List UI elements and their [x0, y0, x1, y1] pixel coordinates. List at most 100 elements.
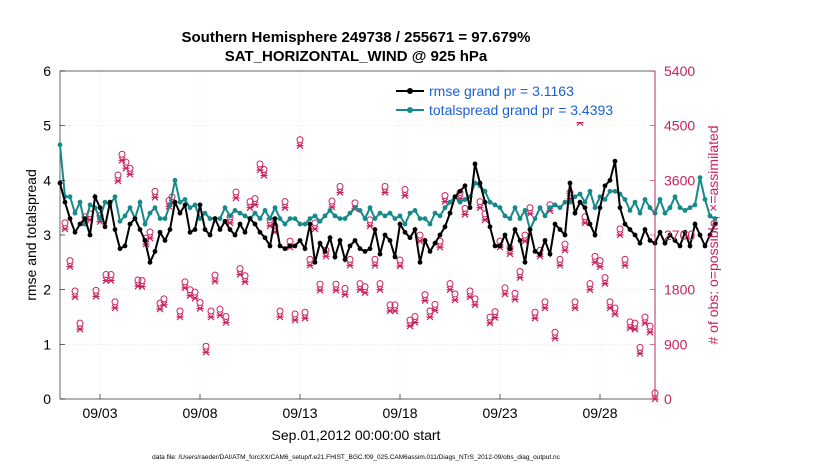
series-point-rmse-26 — [187, 229, 193, 235]
obs-point-70 — [406, 316, 414, 330]
obs-possible-68 — [396, 256, 404, 264]
obs-possible-63 — [371, 255, 379, 263]
series-point-totalspread-62 — [367, 205, 373, 211]
series-point-rmse-79 — [452, 194, 458, 200]
obs-possible-60 — [356, 280, 364, 288]
obs-point-81 — [461, 204, 469, 218]
obs-possible-117 — [641, 313, 649, 321]
series-point-totalspread-85 — [482, 188, 488, 194]
series-point-totalspread-36 — [237, 210, 243, 216]
obs-assimilated-113 — [621, 261, 629, 269]
obs-assimilated-108 — [596, 263, 604, 271]
series-point-rmse-11 — [112, 227, 118, 232]
obs-possible-99 — [551, 328, 559, 336]
series-point-rmse-118 — [647, 238, 653, 243]
series-point-totalspread-11 — [112, 194, 118, 200]
obs-possible-75 — [431, 300, 439, 308]
obs-assimilated-10 — [111, 304, 119, 312]
obs-possible-36 — [236, 264, 244, 272]
series-point-totalspread-60 — [357, 208, 363, 213]
series-point-rmse-43 — [272, 216, 278, 222]
series-point-rmse-92 — [517, 238, 523, 243]
obs-assimilated-84 — [476, 204, 484, 212]
obs-point-97 — [541, 298, 549, 312]
obs-assimilated-115 — [631, 325, 639, 333]
series-point-totalspread-44 — [277, 216, 283, 222]
obs-possible-66 — [386, 301, 394, 309]
obs-possible-55 — [332, 280, 340, 288]
series-point-rmse-22 — [167, 227, 173, 232]
series-point-totalspread-26 — [187, 205, 193, 211]
series-point-rmse-2 — [67, 216, 73, 222]
obs-possible-47 — [291, 310, 299, 318]
series-point-totalspread-67 — [392, 216, 398, 222]
series-point-rmse-91 — [512, 227, 518, 232]
obs-possible-33 — [222, 312, 230, 320]
series-point-rmse-125 — [682, 229, 688, 235]
series-point-totalspread-39 — [252, 210, 258, 216]
obs-assimilated-85 — [481, 216, 489, 224]
y-left-tick-label-2: 2 — [43, 282, 51, 298]
obs-point-100 — [556, 255, 564, 269]
obs-possible-106 — [586, 280, 594, 288]
obs-assimilated-58 — [346, 261, 354, 269]
series-point-totalspread-3 — [72, 210, 78, 216]
obs-assimilated-118 — [646, 328, 654, 336]
obs-assimilated-73 — [421, 297, 429, 305]
obs-assimilated-41 — [260, 172, 268, 179]
obs-assimilated-21 — [160, 301, 168, 309]
obs-point-78 — [446, 280, 454, 294]
obs-assimilated-68 — [396, 262, 404, 270]
series-point-totalspread-32 — [217, 216, 223, 222]
series-point-totalspread-71 — [412, 208, 418, 213]
obs-point-95 — [531, 308, 539, 322]
series-point-rmse-47 — [292, 243, 298, 249]
obs-assimilated-101 — [561, 246, 569, 254]
series-point-rmse-56 — [337, 238, 343, 243]
series-point-totalspread-27 — [192, 202, 198, 208]
obs-possible-78 — [446, 280, 454, 288]
obs-point-63 — [371, 255, 379, 269]
series-point-rmse-1 — [62, 199, 68, 205]
series-point-rmse-23 — [172, 199, 178, 205]
y-left-ticks: 0 1 2 3 4 5 6 — [43, 63, 65, 407]
obs-possible-48 — [296, 136, 304, 144]
obs-point-67 — [391, 301, 399, 315]
chart-title-line1: Southern Hemisphere 249738 / 255671 = 97… — [182, 29, 531, 46]
series-point-rmse-90 — [507, 246, 513, 252]
series-point-rmse-88 — [497, 243, 503, 249]
obs-point-89 — [501, 284, 509, 298]
series-point-totalspread-118 — [647, 205, 653, 211]
series-point-rmse-93 — [522, 259, 528, 265]
series-point-rmse-108 — [597, 205, 603, 211]
obs-possible-112 — [616, 225, 624, 233]
series-point-totalspread-18 — [147, 210, 153, 216]
series-point-rmse-128 — [697, 232, 703, 238]
obs-possible-116 — [636, 343, 644, 351]
series-point-totalspread-24 — [177, 199, 183, 205]
obs-possible-94 — [526, 204, 534, 212]
obs-point-111 — [611, 304, 619, 318]
obs-assimilated-105 — [581, 219, 589, 227]
obs-assimilated-86 — [486, 319, 494, 327]
series-point-totalspread-34 — [227, 213, 233, 219]
obs-assimilated-99 — [551, 334, 559, 342]
series-point-rmse-57 — [342, 257, 348, 262]
series-point-totalspread-61 — [362, 216, 368, 222]
series-point-rmse-96 — [537, 251, 543, 257]
obs-possible-39 — [251, 195, 259, 203]
series-point-rmse-65 — [382, 232, 388, 238]
obs-point-112 — [616, 225, 624, 239]
obs-point-55 — [332, 280, 340, 294]
series-point-rmse-75 — [432, 240, 438, 246]
y-left-tick-label-5: 5 — [43, 118, 51, 134]
x-ticks: 09/03 09/08 09/13 09/18 09/23 09/28 — [82, 394, 618, 421]
obs-assimilated-91 — [511, 295, 519, 303]
series-point-rmse-106 — [587, 221, 593, 227]
series-point-rmse-54 — [327, 235, 333, 241]
series-point-totalspread-107 — [592, 205, 598, 211]
series-point-totalspread-130 — [707, 213, 713, 219]
series-point-totalspread-66 — [387, 210, 393, 216]
series-point-rmse-70 — [407, 235, 413, 241]
